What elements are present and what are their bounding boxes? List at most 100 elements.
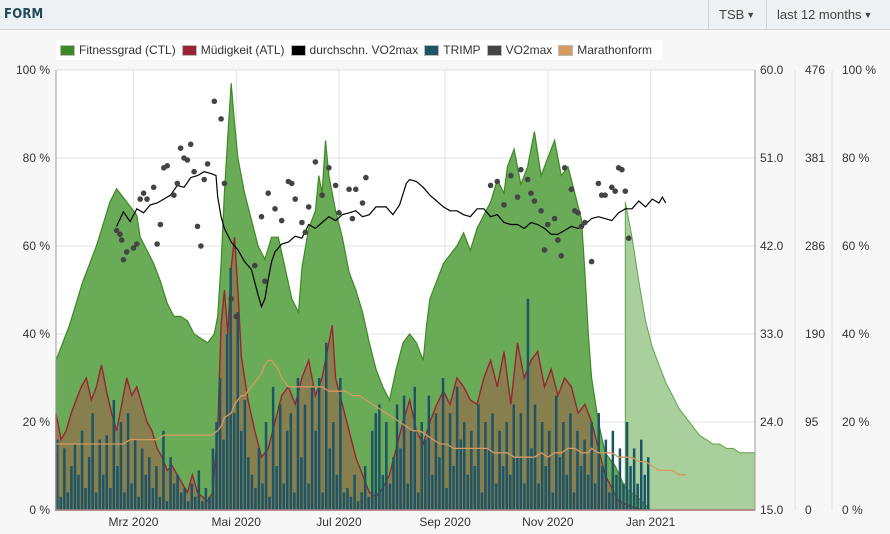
y-tick-label-percent-left: 40 % [23,327,51,341]
trimp-bar [569,413,572,510]
trimp-bar [629,466,632,510]
vo2max-point [312,159,319,165]
trimp-bar [371,430,374,510]
trimp-bar [530,448,533,510]
x-tick-label: Jan 2021 [626,515,676,529]
vo2max-point [140,190,147,196]
trimp-bar [473,466,477,510]
vo2max-point [150,184,157,191]
legend-item-atl[interactable]: Müdigkeit (ATL) [181,43,285,57]
trimp-bar [257,448,261,510]
vo2max-point [120,256,127,263]
y-tick-label-vo2max: 42.0 [760,239,784,253]
y-tick-label-trimp: 0 [805,503,812,517]
trimp-bar [385,422,388,510]
trimp-bar [158,496,162,510]
y-tick-label-percent-left: 100 % [16,63,50,77]
range-dropdown[interactable]: last 12 months ▼ [766,0,890,30]
trimp-bar [544,466,547,510]
vo2max-point [326,165,332,171]
vo2max-point [555,237,561,243]
marathonform-line [56,359,686,476]
trimp-bar [225,334,229,510]
trimp-bar [303,404,307,510]
vo2max-point [528,190,534,196]
vo2max-point [612,188,618,194]
vo2max-point [353,186,359,193]
y-tick-label-percent-right: 20 % [842,415,870,429]
vo2max-point [541,247,548,253]
y-tick-label-vo2max: 15.0 [760,503,784,517]
trimp-bar [137,496,140,510]
trimp-bar [378,404,381,510]
vo2max-point [272,206,278,212]
y-tick-label-percent-right: 40 % [842,327,870,341]
vo2max-point [595,180,602,187]
trimp-bar [625,422,629,510]
trimp-bar [526,298,530,510]
trimp-bar [268,496,271,510]
trimp-bar [487,448,491,510]
y-tick-label-trimp: 190 [805,327,825,341]
vo2max-point [299,219,305,226]
vo2max-point [177,145,184,151]
chevron-down-icon: ▼ [863,10,873,20]
trimp-bar [247,457,250,510]
vo2max-point [184,157,191,163]
trimp-bar [466,474,469,510]
trimp-bar [516,457,519,510]
trimp-bar [413,386,416,510]
trimp-bar [395,404,399,510]
vo2max-point [292,196,299,202]
legend-item-trimp[interactable]: TRIMP [424,43,481,57]
trimp-bar [367,496,370,510]
legend-label: Müdigkeit (ATL) [200,43,285,57]
y-tick-label-vo2max: 51.0 [760,151,784,165]
y-tick-label-trimp: 286 [805,239,825,253]
metric-dropdown[interactable]: TSB ▼ [708,0,766,30]
vo2max-point [319,192,325,198]
trimp-bar [243,400,247,510]
vo2max-point [508,172,514,179]
trimp-bar [119,422,123,510]
y-tick-label-percent-left: 60 % [23,239,51,253]
vo2max-point [568,186,575,193]
trimp-bar [98,439,101,510]
trimp-bar [523,483,526,510]
legend-item-marathonform[interactable]: Marathonform [558,43,652,57]
trimp-bar [190,483,193,510]
trimp-bar [477,404,480,510]
trimp-bar [349,496,353,510]
vo2max-point [558,253,565,259]
vo2max-point [191,168,197,175]
vo2max-point [302,229,309,236]
trimp-bar [279,404,282,510]
trimp-bar [342,492,346,510]
vo2max-point [518,166,524,173]
vo2max-point [157,221,164,228]
trimp-bar [470,430,473,510]
legend-item-ctl[interactable]: Fitnessgrad (CTL) [60,43,176,57]
trimp-bar [250,474,254,510]
trimp-bar [275,466,278,510]
y-tick-label-percent-right: 0 % [842,503,863,517]
vo2max-point [551,215,558,222]
trimp-bar [286,430,289,510]
y-tick-label-vo2max: 24.0 [760,415,784,429]
x-tick-label: Mai 2020 [212,515,262,529]
vo2max-point [228,296,234,302]
trimp-bar [608,492,611,510]
trimp-bar [632,448,636,510]
trimp-bar [558,457,562,510]
trimp-bar [434,413,438,510]
vo2max-point [494,178,501,185]
legend-item-avg-vo2max[interactable]: durchschn. VO2max [290,43,418,57]
trimp-bar [424,439,427,510]
x-tick-label: Mrz 2020 [108,515,158,529]
trimp-bar [254,488,257,510]
trimp-bar [339,378,342,510]
trimp-bar [317,378,321,510]
legend-item-vo2max[interactable]: VO2max [486,43,552,57]
vo2max-point [198,243,204,249]
